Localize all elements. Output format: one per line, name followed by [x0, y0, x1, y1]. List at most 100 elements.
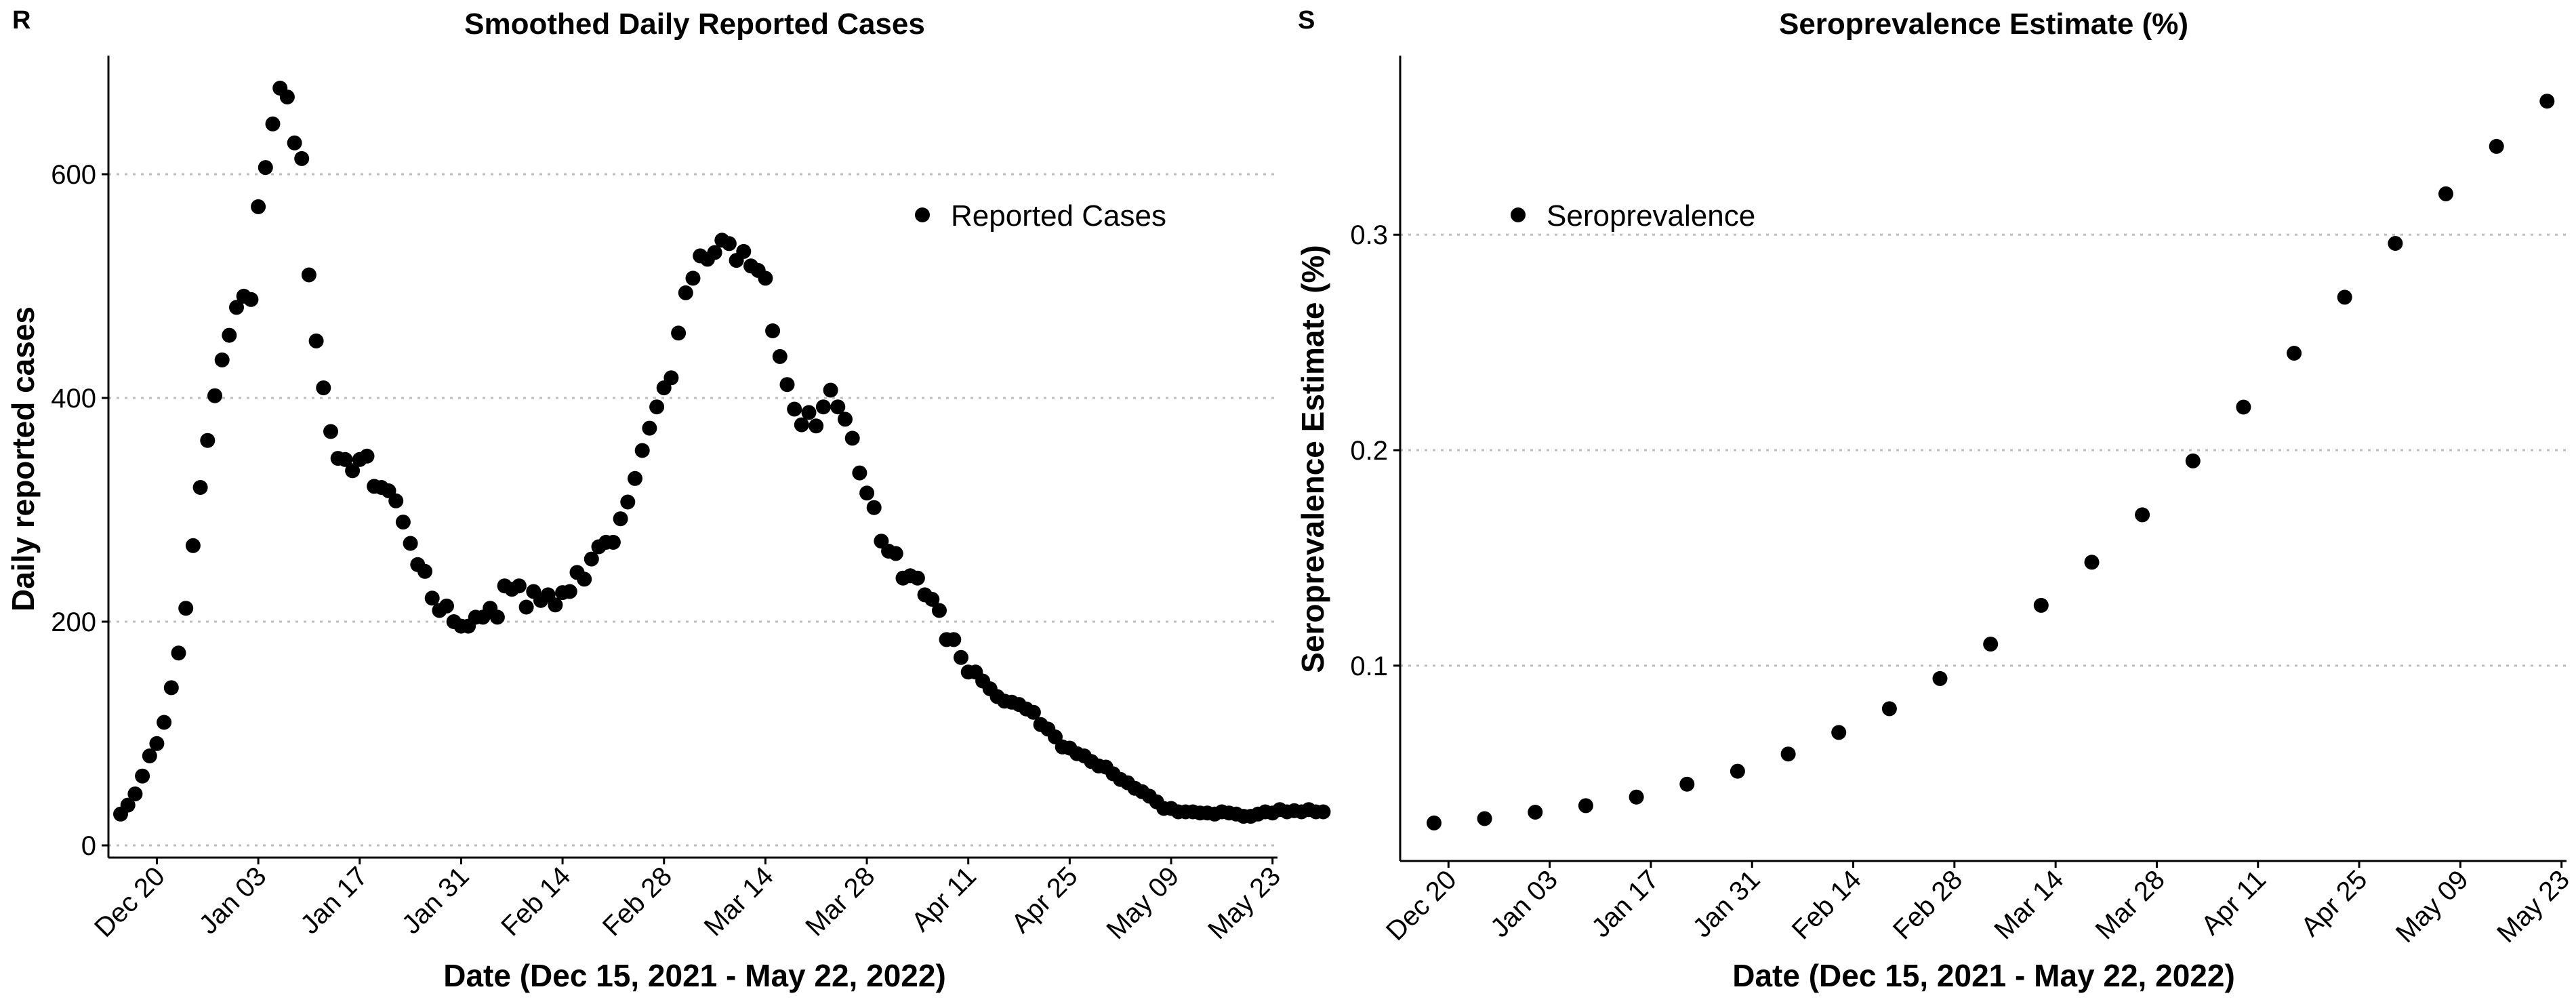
data-point-cases [642, 420, 657, 436]
x-tick-label: Jan 03 [193, 861, 272, 940]
x-tick-label: Mar 28 [2090, 864, 2171, 945]
data-point-seroprevalence [2135, 507, 2150, 523]
data-point-seroprevalence [1528, 805, 1543, 820]
data-point-cases [258, 160, 273, 176]
x-axis-title-cases: Date (Dec 15, 2021 - May 22, 2022) [443, 958, 946, 993]
x-tick-label: Feb 28 [1887, 864, 1968, 945]
axes-seroprevalence [1393, 56, 2567, 868]
data-point-cases [663, 370, 679, 386]
data-point-cases [287, 135, 302, 151]
data-point-cases [772, 348, 788, 364]
data-point-cases [157, 715, 172, 730]
x-tick-label: Dec 20 [1381, 864, 1463, 946]
legend-label-cases: Reported Cases [951, 199, 1166, 233]
data-point-seroprevalence [1629, 789, 1644, 805]
data-point-seroprevalence [1881, 701, 1897, 717]
data-point-cases [758, 270, 773, 286]
data-point-cases [163, 680, 179, 696]
data-point-seroprevalence [2388, 236, 2403, 251]
data-point-cases [577, 572, 592, 587]
x-tick-label: Dec 20 [89, 861, 171, 943]
data-point-cases [185, 538, 201, 553]
data-point-cases [1025, 704, 1041, 720]
data-point-cases [395, 515, 411, 530]
data-point-cases [954, 649, 968, 665]
data-point-cases [178, 601, 194, 616]
data-point-cases [359, 448, 375, 464]
data-point-cases [946, 632, 962, 647]
data-point-cases [830, 399, 846, 415]
data-points-seroprevalence [1427, 94, 2555, 830]
data-point-cases [489, 609, 505, 625]
data-point-cases [787, 401, 802, 417]
x-tick-label: May 09 [2390, 864, 2474, 948]
data-point-cases [120, 797, 136, 813]
data-point-cases [192, 480, 208, 495]
data-point-cases [685, 270, 701, 286]
grid-lines-seroprevalence [1400, 233, 2567, 667]
data-point-cases [859, 485, 875, 501]
y-tick-label: 600 [51, 160, 96, 190]
data-point-cases [200, 433, 216, 448]
data-point-seroprevalence [1831, 725, 1847, 740]
data-point-cases [424, 590, 440, 606]
data-point-cases [142, 748, 157, 763]
data-point-cases [279, 89, 295, 105]
data-point-cases [605, 534, 621, 550]
data-point-seroprevalence [2438, 186, 2453, 201]
data-point-seroprevalence [2033, 597, 2049, 613]
data-point-cases [229, 300, 244, 315]
x-tick-label: Jan 31 [396, 861, 475, 940]
data-point-cases [838, 412, 853, 427]
data-point-cases [736, 243, 752, 259]
data-point-cases [649, 399, 665, 415]
panel-r-reported-cases: R Smoothed Daily Reported Cases 0 200 400 6… [5, 6, 1331, 993]
data-point-cases [678, 285, 693, 300]
data-point-seroprevalence [1932, 670, 1948, 686]
chart-title-seroprevalence: Seroprevalence Estimate (%) [1779, 7, 2188, 41]
data-point-cases [417, 563, 432, 579]
data-point-cases [323, 424, 338, 439]
data-point-seroprevalence [2287, 346, 2302, 361]
x-tick-label: May 09 [1101, 861, 1185, 945]
data-point-seroprevalence [1780, 746, 1796, 762]
data-point-cases [562, 584, 577, 599]
data-point-cases [171, 645, 186, 661]
x-tick-label: Jan 31 [1688, 864, 1766, 943]
y-tick-label: 400 [51, 384, 96, 414]
y-tick-label: 200 [51, 607, 96, 637]
data-point-cases [135, 768, 150, 784]
y-axis-title-seroprevalence: Seroprevalence Estimate (%) [1295, 245, 1330, 673]
data-point-seroprevalence [2489, 138, 2504, 154]
x-tick-labels-cases: Dec 20 Jan 03 Jan 17 Jan 31 Feb 14 Feb 28 Mar … [89, 861, 1286, 945]
data-point-cases [628, 470, 642, 486]
data-point-cases [888, 546, 903, 561]
data-point-seroprevalence [1983, 637, 1999, 652]
data-point-cases [634, 443, 650, 458]
data-point-cases [721, 236, 737, 252]
legend-marker-cases [915, 207, 930, 222]
data-point-seroprevalence [2337, 289, 2352, 305]
data-point-cases [844, 430, 860, 446]
data-point-cases [932, 603, 947, 618]
data-point-cases [613, 511, 628, 527]
data-point-seroprevalence [2539, 94, 2555, 109]
legend-cases: Reported Cases [915, 199, 1166, 233]
data-point-cases [815, 399, 831, 415]
data-point-cases [301, 267, 316, 283]
x-tick-label: Mar 14 [699, 861, 779, 942]
legend-seroprevalence: Seroprevalence [1511, 199, 1755, 233]
data-point-cases [439, 598, 454, 614]
x-tick-label: Apr 11 [2196, 864, 2272, 940]
x-tick-label: Jan 17 [1586, 864, 1664, 943]
axes-cases [102, 56, 1277, 864]
data-point-cases [801, 405, 817, 420]
x-tick-label: May 23 [2491, 864, 2575, 948]
data-point-cases [809, 418, 824, 434]
x-tick-label: Apr 25 [2295, 864, 2373, 942]
data-point-seroprevalence [1427, 815, 1442, 830]
x-tick-label: May 23 [1202, 861, 1286, 945]
y-axis-title-cases: Daily reported cases [5, 306, 41, 612]
data-point-seroprevalence [2185, 453, 2201, 468]
data-point-cases [243, 292, 259, 307]
